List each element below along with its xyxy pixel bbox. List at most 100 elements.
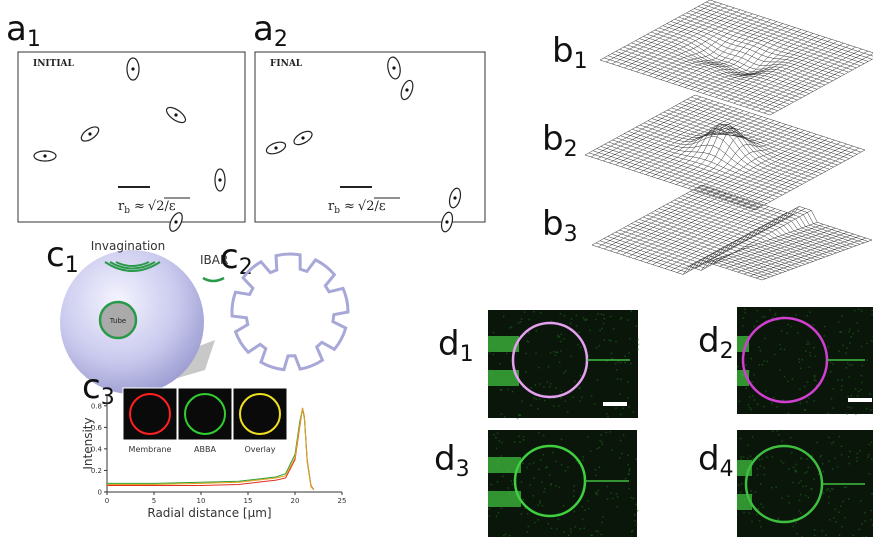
noise	[751, 358, 753, 360]
noise	[573, 496, 575, 498]
noise	[802, 486, 804, 488]
noise	[537, 519, 539, 521]
noise	[604, 318, 606, 320]
inset-label: Membrane	[129, 445, 172, 454]
noise	[856, 457, 858, 459]
noise	[558, 405, 560, 407]
noise	[595, 475, 597, 477]
noise	[543, 454, 545, 456]
noise	[589, 330, 591, 332]
noise	[519, 441, 521, 443]
noise	[800, 512, 802, 514]
noise	[751, 409, 753, 411]
noise	[537, 505, 539, 507]
vesicle-center	[445, 220, 448, 223]
vesicle-center	[131, 67, 134, 70]
noise	[826, 489, 828, 491]
tube-label: Tube	[109, 317, 126, 325]
noise	[518, 436, 520, 438]
noise	[861, 310, 863, 312]
noise	[543, 435, 545, 437]
noise	[511, 326, 512, 328]
noise	[864, 520, 866, 522]
noise	[565, 370, 567, 372]
noise	[603, 323, 605, 325]
noise	[582, 456, 584, 458]
noise	[597, 494, 599, 496]
noise	[871, 459, 873, 461]
mesh-line	[690, 11, 860, 66]
noise	[804, 409, 806, 411]
noise	[623, 435, 625, 437]
noise	[565, 401, 567, 403]
noise	[556, 528, 558, 530]
noise	[556, 387, 558, 389]
noise	[806, 471, 808, 473]
noise	[802, 359, 804, 361]
noise	[804, 473, 806, 475]
noise	[615, 407, 617, 409]
noise	[522, 463, 524, 465]
noise	[496, 515, 498, 517]
noise	[743, 456, 745, 458]
mesh-line	[702, 185, 872, 240]
mesh-line	[695, 95, 865, 150]
noise	[637, 349, 639, 351]
noise	[834, 458, 836, 460]
noise	[760, 526, 762, 528]
inset-label: ABBA	[194, 445, 216, 454]
noise	[606, 413, 608, 415]
noise	[744, 309, 746, 311]
noise	[822, 463, 824, 465]
noise	[525, 353, 527, 355]
noise	[535, 353, 537, 355]
panel-label: b2	[542, 119, 578, 162]
noise	[570, 528, 572, 530]
noise	[805, 495, 807, 497]
mesh-line	[698, 187, 868, 241]
noise	[636, 326, 638, 328]
noise	[740, 456, 742, 458]
noise	[572, 397, 574, 399]
noise	[616, 493, 618, 495]
noise	[495, 437, 497, 439]
noise	[795, 314, 797, 316]
noise	[595, 493, 597, 495]
noise	[850, 395, 852, 397]
noise	[559, 336, 561, 338]
noise	[571, 318, 573, 320]
noise	[588, 355, 590, 357]
noise	[581, 506, 583, 508]
noise	[564, 315, 566, 317]
noise	[782, 441, 784, 443]
noise	[619, 457, 621, 459]
noise	[578, 332, 580, 334]
noise	[567, 467, 569, 469]
noise	[579, 528, 581, 530]
noise	[823, 492, 825, 494]
noise	[793, 467, 795, 469]
noise	[607, 416, 609, 418]
noise	[600, 434, 602, 436]
noise	[869, 444, 871, 446]
noise	[629, 338, 631, 340]
noise	[741, 458, 743, 460]
noise	[846, 413, 848, 415]
noise	[841, 526, 843, 528]
noise	[594, 403, 596, 405]
noise	[847, 396, 849, 398]
noise	[813, 347, 815, 349]
noise	[737, 366, 739, 368]
noise	[871, 441, 873, 443]
noise	[539, 502, 541, 504]
noise	[800, 480, 802, 482]
noise	[807, 341, 809, 343]
noise	[638, 344, 640, 346]
noise	[806, 315, 808, 317]
noise	[493, 434, 495, 436]
noise	[795, 469, 797, 471]
formula: rb≈√2/ε	[118, 199, 176, 216]
noise	[567, 411, 569, 413]
noise	[557, 352, 559, 354]
noise	[518, 322, 520, 324]
